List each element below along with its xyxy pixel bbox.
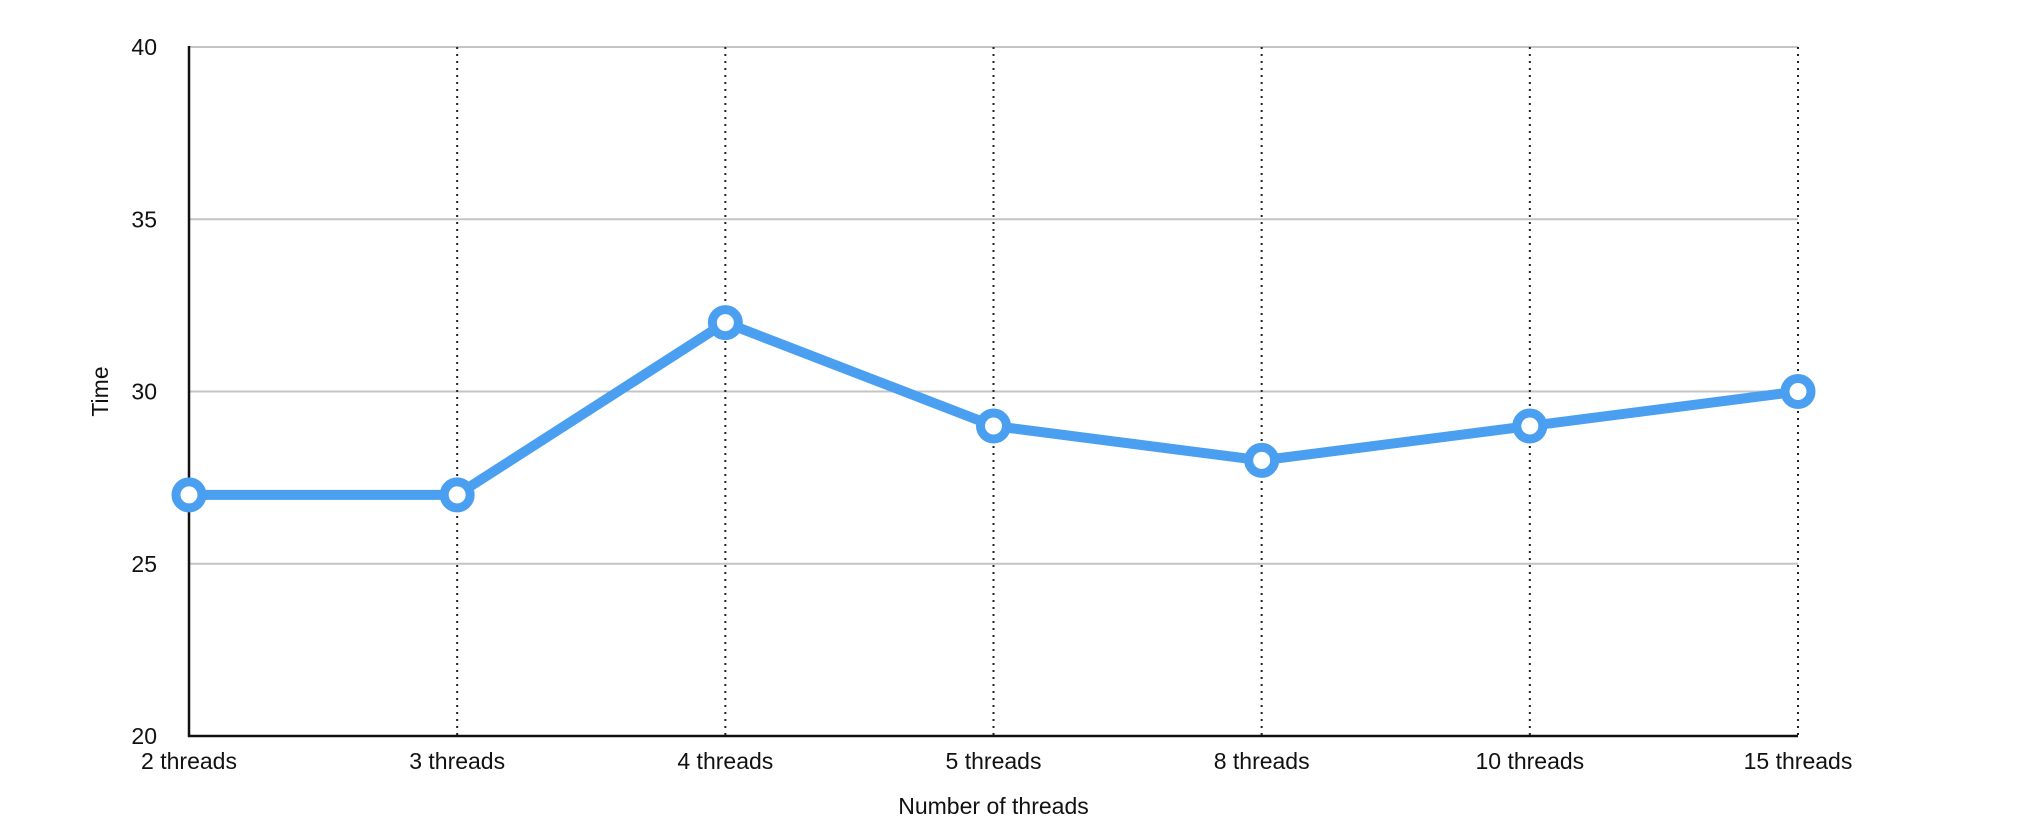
x-tick-label-6: 15 threads (1744, 748, 1853, 774)
vertical-gridlines (456, 47, 1799, 736)
x-tick-label-3: 5 threads (946, 748, 1042, 774)
data-point-5 (1512, 408, 1548, 444)
data-point-6 (1780, 374, 1816, 409)
y-tick-label-40: 40 (131, 34, 157, 60)
y-tick-label-30: 30 (131, 379, 157, 405)
x-tick-label-0: 2 threads (141, 748, 237, 774)
y-tick-labels: 20 25 30 35 40 (131, 34, 157, 749)
x-tick-label-1: 3 threads (409, 748, 505, 774)
x-tick-label-2: 4 threads (677, 748, 773, 774)
data-point-3 (976, 408, 1011, 444)
x-tick-label-4: 8 threads (1214, 748, 1310, 774)
y-tick-label-35: 35 (131, 206, 157, 232)
x-axis-title: Number of threads (898, 793, 1088, 819)
x-tick-labels: 2 threads 3 threads 4 threads 5 threads 8 th… (141, 748, 1852, 774)
axes (187, 46, 1798, 738)
data-point-4 (1244, 442, 1280, 478)
data-point-0 (171, 477, 207, 513)
y-tick-label-20: 20 (131, 723, 157, 749)
data-point-2 (707, 305, 743, 341)
y-axis-title: Time (87, 366, 113, 416)
y-tick-label-25: 25 (131, 551, 157, 577)
data-point-1 (439, 477, 475, 513)
series-group (171, 305, 1816, 513)
x-tick-label-5: 10 threads (1475, 748, 1584, 774)
